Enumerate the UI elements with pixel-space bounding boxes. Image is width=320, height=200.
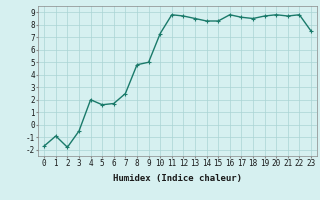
X-axis label: Humidex (Indice chaleur): Humidex (Indice chaleur) <box>113 174 242 183</box>
